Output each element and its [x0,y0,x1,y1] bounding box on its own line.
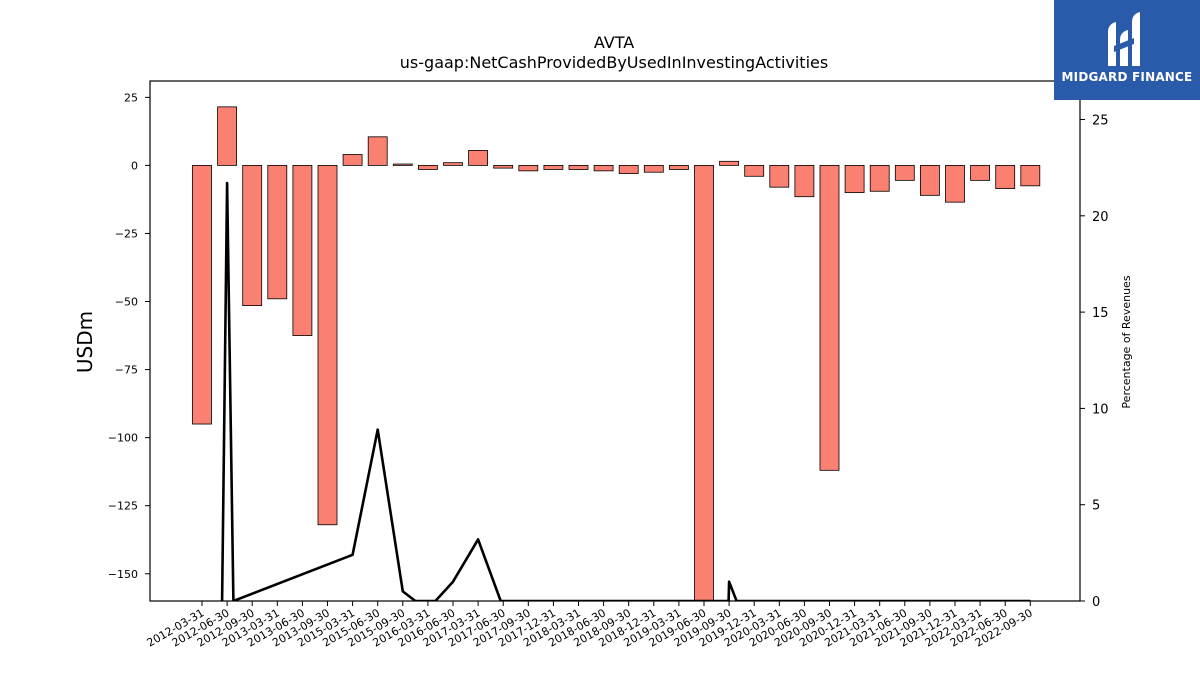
y-axis-label: USDm [73,311,97,373]
bar-2017-09-30 [518,164,539,172]
bar-2021-03-31 [869,164,890,192]
bar-2020-09-30 [819,164,840,471]
y2-axis-label: Percentage of Revenues [1120,275,1133,408]
bar-2020-12-31 [844,164,865,194]
percentage-line [220,181,1031,601]
y-tick-label: 25 [124,91,138,104]
bar-2015-06-30 [367,136,388,166]
y2-tick-label: 20 [1092,210,1109,225]
bar-2019-06-30 [694,164,714,601]
bar-2022-03-31 [970,164,990,181]
y2-tick-label: 5 [1092,499,1100,514]
midgard-logo-icon [1108,12,1140,66]
bar-2017-06-30 [493,164,514,169]
y-tick-label: −50 [115,296,138,309]
y-tick-label: −75 [115,364,138,377]
bar-2012-06-30 [217,106,238,166]
bar-2017-03-31 [468,150,489,166]
bar-2017-12-31 [543,164,564,170]
plot-frame [149,80,1081,602]
bar-2016-03-31 [417,164,438,170]
bar-2019-03-31 [669,164,689,170]
bar-2012-09-30 [242,164,263,307]
bar-2013-06-30 [292,164,313,336]
chart-title: AVTA [594,33,634,52]
bar-2018-06-30 [593,164,614,172]
bar-2013-03-31 [267,164,288,300]
bar-2022-06-30 [995,164,1016,189]
bar-2018-12-31 [643,164,664,173]
y2-tick-label: 15 [1092,306,1109,321]
y2-tick-label: 10 [1092,402,1109,417]
logo-text: MIDGARD FINANCE [1061,70,1193,84]
bar-2015-03-31 [342,154,363,166]
y-tick-label: −25 [115,227,138,240]
bar-2020-03-31 [769,164,790,188]
bar-2016-06-30 [443,162,463,166]
bar-2012-03-31 [192,164,212,425]
bar-2021-06-30 [894,164,915,181]
brand-logo: MIDGARD FINANCE [1054,0,1200,100]
chart-subtitle: us-gaap:NetCashProvidedByUsedInInvesting… [400,53,828,72]
y2-tick-label: 0 [1092,595,1100,610]
bar-2020-06-30 [794,164,815,198]
y2-tick-label: 25 [1092,114,1109,129]
bar-2013-09-30 [317,164,338,526]
bar-2015-09-30 [392,163,413,166]
bar-2018-03-31 [568,164,589,170]
bar-2021-12-31 [945,164,965,203]
y-tick-label: 0 [131,159,138,172]
bar-2018-09-30 [618,164,639,174]
y-tick-label: −150 [108,568,138,581]
bar-2022-09-30 [1020,164,1041,187]
bar-2019-12-31 [744,164,765,177]
y-tick-label: −100 [108,432,138,445]
bar-2021-09-30 [920,164,940,196]
y-tick-label: −125 [108,500,138,513]
bar-2019-09-30 [719,160,739,166]
